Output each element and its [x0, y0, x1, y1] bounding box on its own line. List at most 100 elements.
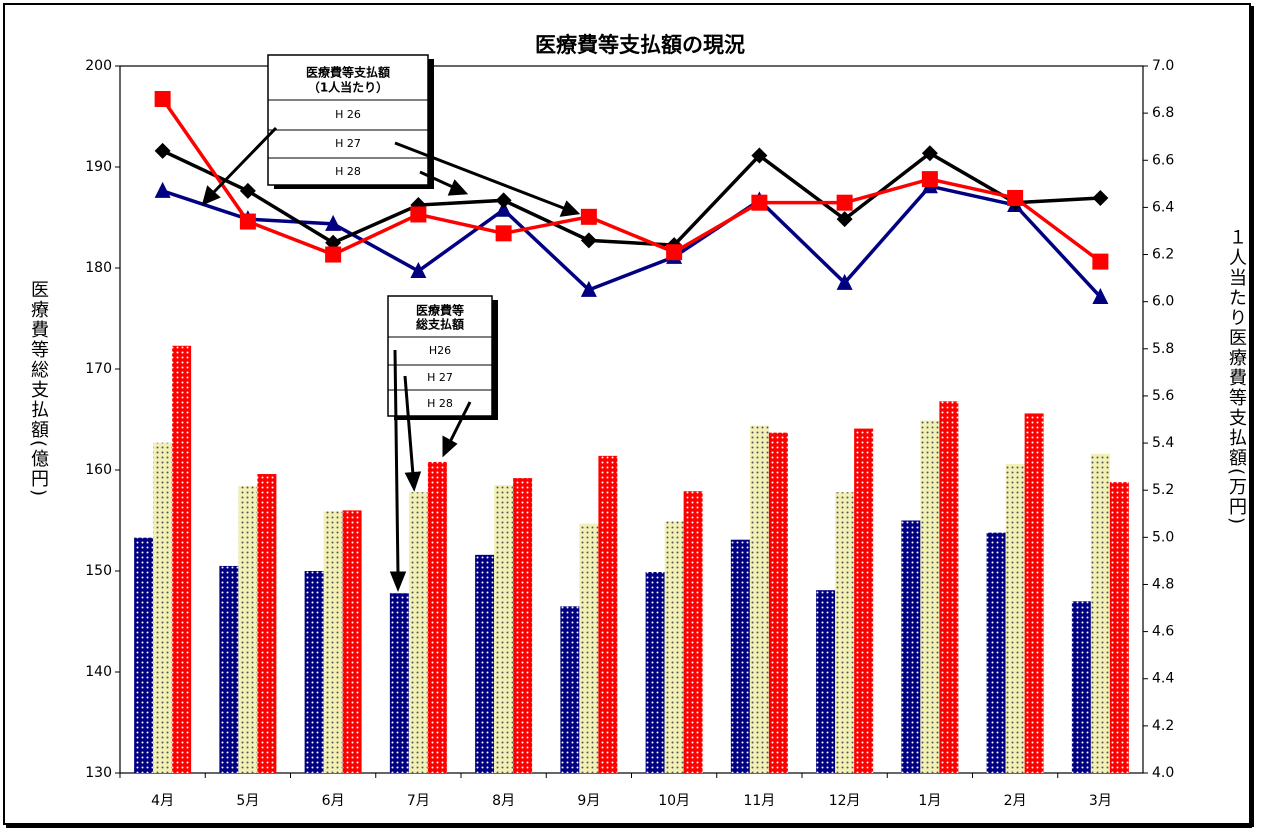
- marker: [580, 232, 597, 249]
- bar: [1109, 482, 1129, 773]
- bar: [153, 442, 173, 773]
- x-tick-label: 3月: [1089, 793, 1112, 809]
- arrow: [394, 141, 567, 211]
- marker: [921, 145, 938, 162]
- y-tick-label: 200: [85, 58, 112, 74]
- y-tick-label: 150: [85, 563, 112, 579]
- bar: [342, 510, 362, 773]
- marker: [836, 273, 853, 290]
- y2-tick-label: 5.8: [1152, 341, 1174, 357]
- arrow-head: [447, 179, 469, 196]
- legend-box: [267, 54, 429, 186]
- x-tick-label: 11月: [743, 793, 775, 809]
- x-tick-label: 10月: [658, 793, 690, 809]
- bar: [238, 486, 258, 773]
- bar: [219, 565, 239, 773]
- marker: [751, 147, 768, 164]
- bar: [730, 539, 750, 773]
- marker: [580, 208, 597, 225]
- arrow: [403, 375, 415, 476]
- marker: [666, 244, 683, 261]
- marker: [836, 211, 853, 228]
- marker: [325, 214, 342, 231]
- marker: [751, 194, 768, 211]
- y2-tick-label: 5.4: [1152, 435, 1174, 451]
- y2-tick-label: 6.4: [1152, 199, 1174, 215]
- y2-tick-label: 5.2: [1152, 482, 1174, 498]
- marker: [154, 181, 171, 198]
- bar: [1071, 601, 1091, 773]
- marker: [410, 206, 427, 223]
- marker: [239, 213, 256, 230]
- bar: [939, 401, 959, 773]
- marker: [154, 90, 171, 107]
- y-tick-label: 160: [85, 462, 112, 478]
- bar: [768, 432, 788, 773]
- bar: [408, 492, 428, 773]
- y2-tick-label: 6.8: [1152, 105, 1174, 121]
- bar: [683, 491, 703, 773]
- marker: [495, 200, 512, 217]
- x-tick-label: 7月: [407, 793, 430, 809]
- bar: [475, 554, 495, 773]
- x-tick-label: 2月: [1004, 793, 1027, 809]
- arrow: [448, 401, 472, 443]
- legend-title: 医療費等: [416, 303, 464, 318]
- y2-axis-label: １人当たり医療費等支払額(万円): [1226, 228, 1247, 526]
- bar: [304, 571, 324, 773]
- marker: [580, 280, 597, 297]
- bar: [1024, 413, 1044, 773]
- bar: [257, 474, 277, 773]
- bar: [579, 523, 599, 773]
- x-tick-label: 8月: [492, 793, 515, 809]
- bar: [835, 492, 855, 773]
- marker: [1007, 189, 1024, 206]
- arrow: [210, 126, 278, 196]
- y2-tick-label: 4.0: [1152, 765, 1174, 781]
- y2-tick-label: 5.0: [1152, 529, 1174, 545]
- bar: [664, 521, 684, 773]
- marker: [410, 262, 427, 279]
- callout-arrows: [201, 126, 581, 593]
- bar: [323, 511, 343, 773]
- bar: [560, 606, 580, 773]
- y2-tick-label: 6.0: [1152, 294, 1174, 310]
- legend-entry: H 27: [335, 137, 361, 150]
- y2-tick-label: 4.8: [1152, 576, 1174, 592]
- y-tick-label: 140: [85, 664, 112, 680]
- y-tick-label: 190: [85, 159, 112, 175]
- arrow: [393, 349, 400, 576]
- marker: [325, 246, 342, 263]
- arrow-head: [389, 571, 407, 593]
- bar: [389, 593, 409, 773]
- marker: [836, 194, 853, 211]
- arrow: [419, 170, 456, 190]
- legend-title: （1人当たり）: [308, 80, 388, 95]
- line: [161, 97, 1102, 264]
- legend-entry: H 27: [427, 371, 453, 384]
- chart-title: 医療費等支払額の現況: [535, 33, 745, 57]
- legend-title: 総支払額: [416, 317, 464, 332]
- x-tick-label: 4月: [151, 793, 174, 809]
- bar: [1090, 453, 1110, 773]
- x-tick-label: 12月: [829, 793, 861, 809]
- arrow-head: [559, 200, 581, 217]
- bar: [427, 461, 447, 773]
- legend-entry: H26: [429, 344, 451, 357]
- bar: [598, 455, 618, 773]
- bar: [513, 478, 533, 773]
- bar: [920, 420, 940, 773]
- bar: [901, 520, 921, 773]
- marker: [495, 192, 512, 209]
- marker: [1092, 189, 1109, 206]
- y2-tick-label: 4.2: [1152, 718, 1174, 734]
- bar: [172, 345, 192, 773]
- arrow-head: [442, 435, 458, 458]
- x-tick-label: 1月: [918, 793, 941, 809]
- arrow-head: [201, 185, 221, 206]
- marker: [239, 182, 256, 199]
- bar: [645, 572, 665, 773]
- y2-tick-label: 4.4: [1152, 671, 1174, 687]
- marker: [921, 171, 938, 188]
- legend-entry: H 28: [427, 397, 453, 410]
